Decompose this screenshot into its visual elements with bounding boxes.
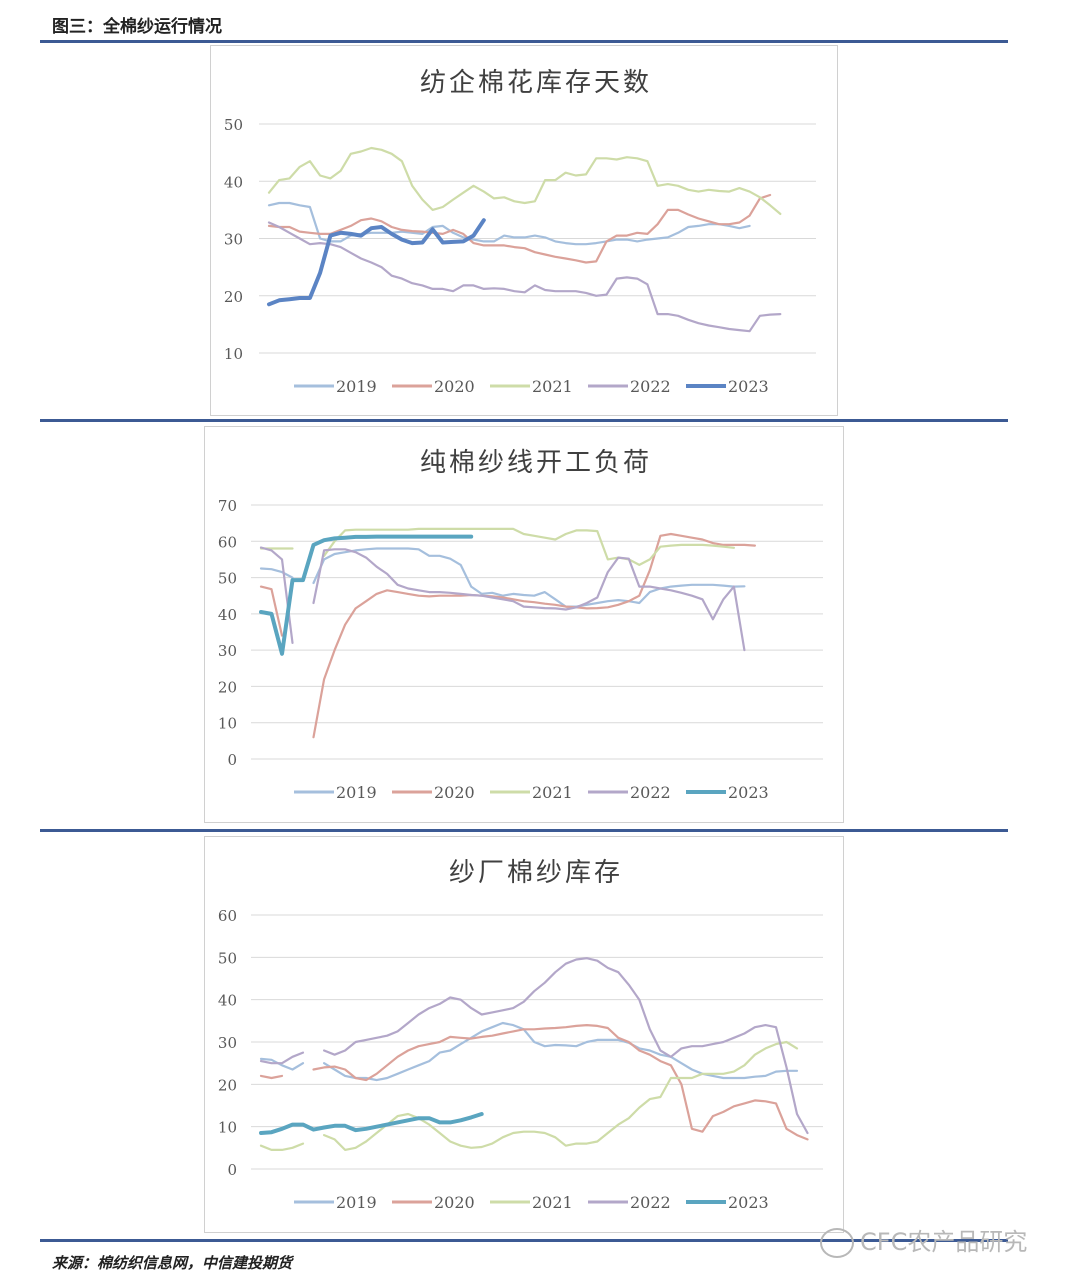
series-line-2022 bbox=[267, 221, 782, 333]
series-line-2020 bbox=[259, 585, 284, 637]
y-tick-label: 0 bbox=[227, 751, 237, 769]
series-line-2019 bbox=[312, 547, 746, 608]
y-tick-label: 50 bbox=[218, 570, 237, 588]
series-line-2019 bbox=[322, 1021, 799, 1082]
chart-svg: 纺企棉花库存天数 10 20 30 40 50 2019 2020 2021 2022 2023 bbox=[224, 68, 816, 396]
wechat-icon bbox=[820, 1228, 854, 1258]
legend-label: 2022 bbox=[630, 377, 671, 396]
series-line-2023 bbox=[267, 218, 486, 307]
series-line-2021 bbox=[322, 527, 736, 566]
chart-mill-yarn-inventory: 纱厂棉纱库存 0 10 20 30 40 50 60 2019 2020 2021 2022 2023 bbox=[204, 836, 844, 1233]
y-tick-label: 40 bbox=[218, 992, 237, 1010]
legend-label: 2022 bbox=[630, 1193, 671, 1212]
divider-rule-1 bbox=[40, 419, 1008, 422]
legend-label: 2023 bbox=[728, 783, 769, 802]
legend-label: 2020 bbox=[434, 1193, 475, 1212]
watermark: CFC农产品研究 bbox=[820, 1222, 1027, 1258]
y-tick-label: 60 bbox=[218, 907, 237, 925]
series-line-2022 bbox=[259, 546, 294, 644]
chart-svg: 纱厂棉纱库存 0 10 20 30 40 50 60 2019 2020 2021 2022 2023 bbox=[218, 858, 823, 1212]
chart-svg: 纯棉纱线开工负荷 0 10 20 30 40 50 60 70 2019 2020 2021 2022 2… bbox=[218, 448, 823, 802]
chart-title: 纺企棉花库存天数 bbox=[420, 68, 652, 98]
series-line-2020 bbox=[312, 532, 757, 739]
series-line-2021 bbox=[267, 146, 782, 215]
y-tick-label: 50 bbox=[218, 949, 237, 967]
legend-label: 2020 bbox=[434, 377, 475, 396]
series-line-2019 bbox=[267, 201, 751, 246]
series-line-2022 bbox=[312, 548, 746, 652]
y-tick-label: 40 bbox=[218, 606, 237, 624]
watermark-text: CFC农产品研究 bbox=[860, 1228, 1028, 1256]
series-line-2022 bbox=[259, 1051, 305, 1065]
y-tick-label: 20 bbox=[218, 1076, 237, 1094]
y-tick-label: 10 bbox=[218, 715, 237, 733]
y-tick-label: 70 bbox=[218, 497, 237, 515]
legend-label: 2021 bbox=[532, 377, 573, 396]
y-tick-label: 0 bbox=[227, 1161, 237, 1179]
divider-rule-2 bbox=[40, 829, 1008, 832]
chart-cotton-inventory-days: 纺企棉花库存天数 10 20 30 40 50 2019 2020 2021 2022 2023 bbox=[210, 45, 838, 416]
legend-label: 2021 bbox=[532, 1193, 573, 1212]
series-line-2019 bbox=[259, 567, 294, 579]
y-tick-label: 20 bbox=[218, 678, 237, 696]
chart-yarn-operating-rate: 纯棉纱线开工负荷 0 10 20 30 40 50 60 70 2019 2020 2021 2022 2… bbox=[204, 426, 844, 823]
chart-title: 纱厂棉纱库存 bbox=[449, 858, 623, 888]
legend-label: 2023 bbox=[728, 377, 769, 396]
legend-label: 2022 bbox=[630, 783, 671, 802]
y-tick-label: 50 bbox=[224, 116, 243, 134]
series-line-2023 bbox=[259, 1112, 484, 1135]
chart-title: 纯棉纱线开工负荷 bbox=[420, 448, 652, 478]
divider-rule-bottom bbox=[40, 1239, 1008, 1242]
legend-label: 2020 bbox=[434, 783, 475, 802]
legend-label: 2019 bbox=[336, 1193, 377, 1212]
legend-label: 2023 bbox=[728, 1193, 769, 1212]
y-tick-label: 20 bbox=[224, 288, 243, 306]
legend-label: 2021 bbox=[532, 783, 573, 802]
divider-rule-top bbox=[40, 40, 1008, 43]
series-line-2021 bbox=[322, 1040, 799, 1151]
source-note: 来源：棉纺织信息网，中信建投期货 bbox=[52, 1254, 293, 1272]
legend-label: 2019 bbox=[336, 783, 377, 802]
series-line-2021 bbox=[259, 1142, 305, 1151]
series-line-2019 bbox=[259, 1057, 305, 1071]
series-line-2020 bbox=[267, 193, 772, 264]
y-tick-label: 10 bbox=[218, 1119, 237, 1137]
legend-label: 2019 bbox=[336, 377, 377, 396]
figure-title: 图三：全棉纱运行情况 bbox=[52, 17, 222, 37]
y-tick-label: 40 bbox=[224, 173, 243, 191]
y-tick-label: 60 bbox=[218, 533, 237, 551]
series-line-2020 bbox=[259, 1074, 284, 1080]
series-line-2023 bbox=[259, 534, 474, 656]
series-line-2022 bbox=[322, 957, 809, 1135]
y-tick-label: 30 bbox=[224, 231, 243, 249]
y-tick-label: 30 bbox=[218, 1034, 237, 1052]
y-tick-label: 10 bbox=[224, 345, 243, 363]
series-line-2020 bbox=[312, 1024, 809, 1141]
y-tick-label: 30 bbox=[218, 642, 237, 660]
